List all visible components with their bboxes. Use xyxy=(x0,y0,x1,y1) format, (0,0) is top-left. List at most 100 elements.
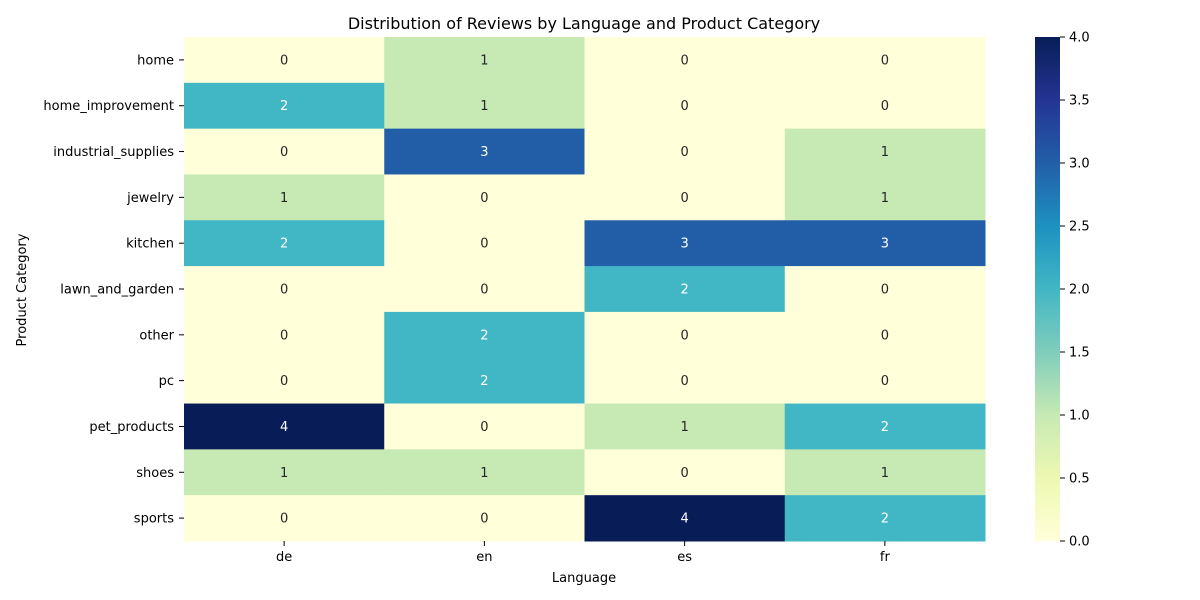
heatmap-cell-kitchen-fr xyxy=(784,220,986,267)
heatmap-cell-other-de xyxy=(184,311,385,359)
x-axis: de en es fr xyxy=(276,541,890,565)
cell-value-label: 2 xyxy=(881,420,889,435)
cell-value-label: 0 xyxy=(480,420,488,435)
cell-value-label: 0 xyxy=(881,99,889,114)
cell-value-label: 1 xyxy=(280,466,288,481)
heatmap-cell-other-en xyxy=(384,311,585,359)
heatmap-cell-home_improvement-fr xyxy=(784,82,986,130)
cell-value-label: 3 xyxy=(480,145,488,160)
heatmap-cell-jewelry-fr xyxy=(784,174,986,221)
y-tick-label: industrial_supplies xyxy=(53,145,174,160)
y-tick-label: home xyxy=(137,53,174,68)
heatmap-cell-home_improvement-es xyxy=(584,82,786,130)
heatmap-cell-other-fr xyxy=(784,311,986,359)
cell-value-label: 2 xyxy=(480,374,488,389)
heatmap-cell-jewelry-de xyxy=(184,174,385,221)
heatmap-cell-industrial_supplies-en xyxy=(384,128,585,175)
heatmap-cell-home_improvement-en xyxy=(384,82,585,130)
cell-value-label: 0 xyxy=(680,99,688,114)
cell-value-label: 0 xyxy=(280,512,288,527)
colorbar-tick-label: 0.5 xyxy=(1069,472,1090,487)
heatmap-cell-pet_products-de xyxy=(184,403,385,450)
heatmap-cell-pet_products-es xyxy=(584,403,786,450)
x-tick-label: de xyxy=(276,550,292,565)
heatmap-cell-home-fr xyxy=(784,37,986,84)
y-tick-label: jewelry xyxy=(126,191,174,206)
heatmap-cells xyxy=(184,37,986,542)
y-axis-label: Product Category xyxy=(15,233,30,346)
cell-value-label: 4 xyxy=(680,512,688,527)
y-axis: home home_improvement industrial_suppliesj… xyxy=(43,53,184,527)
cell-value-label: 1 xyxy=(480,99,488,114)
y-tick-label: lawn_and_garden xyxy=(60,283,174,298)
heatmap-cell-other-es xyxy=(584,311,786,359)
heatmap-cell-jewelry-es xyxy=(584,174,786,221)
colorbar-tick-label: 1.0 xyxy=(1069,409,1090,424)
cell-value-label: 0 xyxy=(280,283,288,298)
cell-value-label: 0 xyxy=(881,374,889,389)
heatmap-cell-shoes-en xyxy=(384,449,585,496)
heatmap-cell-sports-de xyxy=(184,495,385,542)
heatmap-cell-pc-fr xyxy=(784,357,986,405)
cell-value-label: 0 xyxy=(480,283,488,298)
cell-value-label: 0 xyxy=(280,53,288,68)
cell-value-label: 0 xyxy=(680,145,688,160)
heatmap-cell-home-es xyxy=(584,37,786,84)
cell-value-label: 0 xyxy=(881,283,889,298)
heatmap-cell-shoes-de xyxy=(184,449,385,496)
heatmap-cell-shoes-es xyxy=(584,449,786,496)
heatmap-cell-jewelry-en xyxy=(384,174,585,221)
y-tick-label: pet_products xyxy=(89,420,174,435)
heatmap-cell-home-en xyxy=(384,37,585,84)
colorbar-tick-label: 1.5 xyxy=(1069,346,1090,361)
heatmap-cell-pc-en xyxy=(384,357,585,405)
cell-value-label: 0 xyxy=(680,466,688,481)
cell-value-label: 0 xyxy=(480,191,488,206)
cell-value-label: 0 xyxy=(881,328,889,343)
y-tick-label: other xyxy=(139,328,174,343)
heatmap-cell-home_improvement-de xyxy=(184,82,385,130)
cell-value-label: 2 xyxy=(680,283,688,298)
heatmap-cell-sports-fr xyxy=(784,495,986,542)
y-tick-label: shoes xyxy=(136,466,174,481)
y-tick-label: sports xyxy=(134,512,174,527)
heatmap-cell-pet_products-fr xyxy=(784,403,986,450)
y-tick-label: pc xyxy=(159,374,174,389)
cell-value-label: 2 xyxy=(280,99,288,114)
cell-value-label: 0 xyxy=(680,191,688,206)
heatmap-cell-lawn_and_garden-es xyxy=(584,266,786,313)
heatmap-cell-sports-en xyxy=(384,495,585,542)
cell-value-label: 0 xyxy=(280,328,288,343)
heatmap-cell-industrial_supplies-es xyxy=(584,128,786,175)
cell-value-label: 0 xyxy=(480,512,488,527)
cell-value-label: 1 xyxy=(881,145,889,160)
x-axis-label: Language xyxy=(552,571,616,586)
x-tick-label: es xyxy=(677,550,692,565)
cell-value-label: 4 xyxy=(280,420,288,435)
cell-value-label: 1 xyxy=(480,466,488,481)
colorbar-tick-label: 4.0 xyxy=(1069,31,1090,46)
heatmap-cell-lawn_and_garden-de xyxy=(184,266,385,313)
y-tick-label: kitchen xyxy=(126,237,174,252)
y-tick-label: home_improvement xyxy=(43,99,174,114)
colorbar-tick-label: 3.0 xyxy=(1069,157,1090,172)
heatmap-cell-pet_products-en xyxy=(384,403,585,450)
heatmap-cell-home-de xyxy=(184,37,385,84)
heatmap-cell-kitchen-es xyxy=(584,220,786,267)
cell-value-label: 1 xyxy=(881,466,889,481)
cell-value-label: 0 xyxy=(280,374,288,389)
heatmap-cell-shoes-fr xyxy=(784,449,986,496)
colorbar-tick-label: 2.5 xyxy=(1069,220,1090,235)
cell-value-label: 0 xyxy=(480,237,488,252)
cell-value-label: 1 xyxy=(480,53,488,68)
heatmap-cell-pc-de xyxy=(184,357,385,405)
cell-value-label: 1 xyxy=(881,191,889,206)
cell-value-label: 0 xyxy=(680,328,688,343)
cell-value-label: 2 xyxy=(881,512,889,527)
colorbar-tick-label: 2.0 xyxy=(1069,283,1090,298)
heatmap-cell-pc-es xyxy=(584,357,786,405)
cell-value-label: 3 xyxy=(680,237,688,252)
heatmap-cell-sports-es xyxy=(584,495,786,542)
